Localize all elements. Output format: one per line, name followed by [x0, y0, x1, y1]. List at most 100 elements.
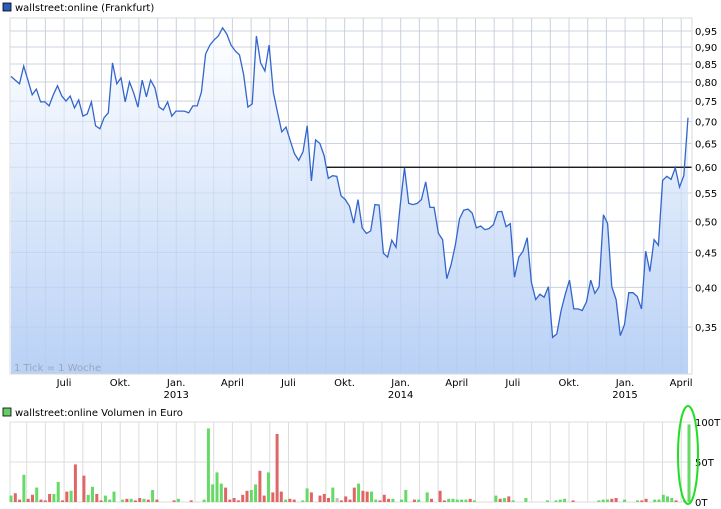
volume-y-tick-label: 0T	[695, 498, 708, 509]
x-tick-label: Juli	[280, 378, 296, 389]
volume-bar	[241, 494, 245, 502]
volume-bar	[687, 424, 691, 502]
volume-bar	[468, 498, 472, 502]
volume-bar	[339, 500, 343, 502]
volume-bar	[125, 498, 129, 502]
volume-bar	[249, 490, 253, 502]
volume-bar	[352, 487, 356, 502]
x-tick-label: Okt.	[334, 378, 355, 389]
price-y-tick-label: 0,65	[695, 139, 717, 150]
volume-bar	[189, 500, 193, 502]
volume-y-tick-label: 100T	[695, 418, 721, 429]
volume-bar	[26, 498, 30, 502]
volume-bar	[507, 496, 511, 502]
volume-bar	[503, 498, 506, 502]
volume-bar	[597, 500, 601, 502]
volume-bar	[9, 495, 13, 502]
volume-bar	[292, 499, 296, 502]
volume-bar	[86, 494, 90, 502]
price-y-axis: 0,95 0,90 0,85 0,80 0,75 0,70 0,65 0,60 0,55 0,50…	[695, 27, 717, 334]
volume-bar	[279, 491, 283, 502]
volume-bar	[644, 498, 648, 502]
volume-bar	[219, 483, 223, 502]
volume-bar	[301, 500, 305, 502]
price-grid-overlay	[10, 18, 692, 374]
volume-bar	[22, 474, 26, 502]
volume-bar	[357, 483, 361, 502]
price-legend-swatch	[2, 2, 12, 12]
volume-bar	[215, 472, 219, 502]
volume-bar	[653, 499, 657, 502]
volume-bar	[370, 491, 373, 502]
volume-bar	[258, 470, 262, 502]
volume-bar	[606, 499, 609, 502]
volume-bar	[121, 499, 125, 502]
volume-bar	[322, 494, 326, 502]
price-y-tick-label: 0,90	[695, 43, 717, 54]
volume-bar	[142, 498, 146, 502]
price-y-tick-label: 0,85	[695, 60, 717, 71]
volume-bar	[430, 498, 433, 502]
price-line	[10, 26, 689, 339]
volume-legend-swatch	[2, 407, 12, 417]
volume-bar	[262, 495, 266, 502]
volume-bar	[498, 498, 502, 502]
volume-bar	[245, 490, 249, 502]
volume-bar	[361, 490, 365, 502]
volume-bar	[610, 498, 614, 502]
volume-bar	[133, 500, 137, 502]
x-tick-label: April	[445, 378, 468, 389]
price-y-tick-label: 0,75	[695, 97, 717, 108]
volume-bar	[571, 500, 575, 502]
volume-bar	[404, 490, 408, 502]
x-tick-year: 2013	[163, 390, 188, 401]
x-tick-label: Jan.	[390, 378, 410, 389]
volume-bar	[344, 496, 348, 502]
volume-bar	[103, 495, 107, 502]
volume-bar	[236, 500, 240, 502]
x-tick-label: Jan.	[615, 378, 635, 389]
volume-bar	[412, 499, 416, 502]
volume-bar	[284, 499, 288, 502]
volume-bar	[43, 500, 47, 502]
volume-bar	[451, 498, 455, 502]
volume-bar	[348, 499, 352, 502]
volume-bar	[172, 500, 176, 502]
volume-bar	[61, 500, 64, 502]
volume-bar	[275, 434, 279, 502]
volume-bar	[614, 498, 618, 502]
volume-bar	[666, 496, 669, 502]
price-legend-label: wallstreet:online (Frankfurt)	[15, 3, 154, 14]
volume-bar	[112, 491, 116, 502]
volume-bar	[18, 499, 22, 502]
volume-bar	[39, 499, 43, 502]
volume-bar	[254, 484, 258, 502]
volume-bar	[545, 500, 549, 502]
tick-note: 1 Tick = 1 Woche	[14, 363, 101, 374]
x-tick-label: Okt.	[110, 378, 131, 389]
volume-bar	[228, 499, 232, 502]
volume-bar	[65, 491, 69, 502]
volume-bar	[151, 490, 155, 502]
volume-bar	[378, 500, 382, 502]
volume-bar	[232, 498, 236, 502]
volume-bar	[108, 499, 112, 502]
volume-bar	[554, 500, 558, 502]
volume-bar	[211, 484, 215, 502]
volume-bar	[391, 498, 395, 502]
volume-bar	[271, 492, 275, 502]
x-tick-label: Okt.	[559, 378, 580, 389]
volume-bar	[636, 500, 639, 502]
volume-bar	[305, 488, 309, 502]
volume-bar	[670, 498, 674, 502]
volume-bar	[365, 491, 369, 502]
volume-bar	[69, 490, 73, 502]
volume-bar	[558, 499, 562, 502]
volume-bar	[331, 487, 335, 502]
volume-bar	[524, 498, 528, 502]
price-y-tick-label: 0,45	[695, 249, 717, 260]
volume-bar	[382, 494, 386, 502]
volume-bar	[400, 499, 403, 502]
price-plot-frame	[9, 17, 693, 375]
